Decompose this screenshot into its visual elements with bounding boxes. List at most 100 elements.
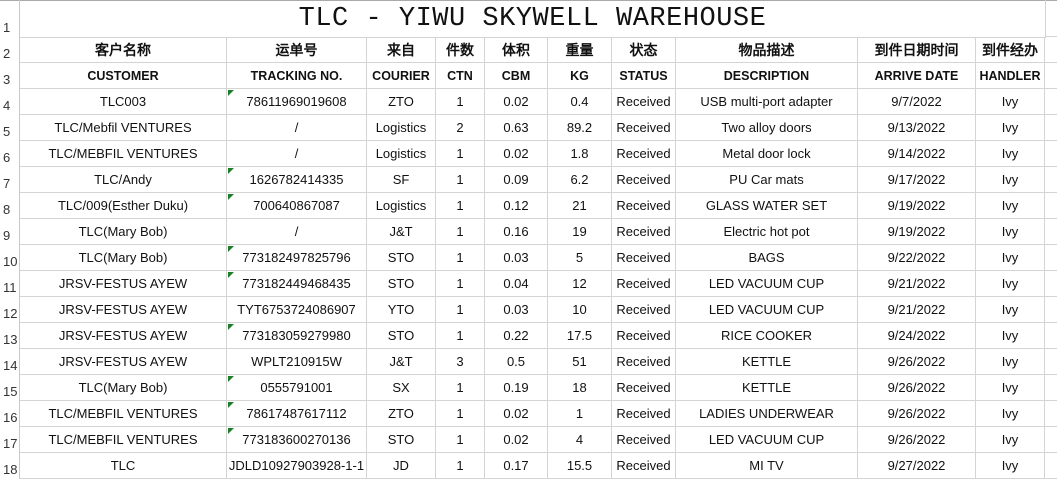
tracking-no-cell[interactable]: / [227,141,367,167]
courier-cell[interactable]: STO [367,323,436,349]
arrive-date-cell[interactable]: 9/13/2022 [858,115,976,141]
header-cn-cbm[interactable]: 体积 [485,37,548,63]
arrive-date-cell[interactable]: 9/26/2022 [858,375,976,401]
cbm-cell[interactable]: 0.12 [485,193,548,219]
courier-cell[interactable]: STO [367,427,436,453]
courier-cell[interactable]: JD [367,453,436,479]
ctn-cell[interactable]: 1 [436,401,485,427]
status-cell[interactable]: Received [612,89,676,115]
description-cell[interactable]: KETTLE [676,375,858,401]
kg-cell[interactable]: 51 [548,349,612,375]
customer-cell[interactable]: JRSV-FESTUS AYEW [20,323,227,349]
cbm-cell[interactable]: 0.02 [485,401,548,427]
handler-cell[interactable]: Ivy [976,401,1045,427]
handler-cell[interactable]: Ivy [976,193,1045,219]
cbm-cell[interactable]: 0.03 [485,245,548,271]
arrive-date-cell[interactable]: 9/27/2022 [858,453,976,479]
ctn-cell[interactable]: 1 [436,219,485,245]
ctn-cell[interactable]: 1 [436,271,485,297]
empty-cell[interactable] [1045,37,1057,63]
empty-cell[interactable] [1045,141,1057,167]
row-number-12[interactable]: 12 [0,297,20,323]
empty-cell[interactable] [1045,193,1057,219]
cbm-cell[interactable]: 0.02 [485,427,548,453]
empty-cell[interactable] [1045,245,1057,271]
kg-cell[interactable]: 5 [548,245,612,271]
courier-cell[interactable]: Logistics [367,115,436,141]
empty-cell[interactable] [1045,401,1057,427]
status-cell[interactable]: Received [612,453,676,479]
arrive-date-cell[interactable]: 9/22/2022 [858,245,976,271]
row-number-13[interactable]: 13 [0,323,20,349]
kg-cell[interactable]: 6.2 [548,167,612,193]
kg-cell[interactable]: 12 [548,271,612,297]
status-cell[interactable]: Received [612,245,676,271]
tracking-no-cell[interactable]: 78611969019608 [227,89,367,115]
handler-cell[interactable]: Ivy [976,89,1045,115]
handler-cell[interactable]: Ivy [976,271,1045,297]
customer-cell[interactable]: TLC [20,453,227,479]
header-cn-ctn[interactable]: 件数 [436,37,485,63]
customer-cell[interactable]: TLC/009(Esther Duku) [20,193,227,219]
customer-cell[interactable]: TLC/Andy [20,167,227,193]
tracking-no-cell[interactable]: TYT6753724086907 [227,297,367,323]
status-cell[interactable]: Received [612,115,676,141]
header-en-handler[interactable]: HANDLER [976,63,1045,89]
ctn-cell[interactable]: 1 [436,323,485,349]
customer-cell[interactable]: JRSV-FESTUS AYEW [20,297,227,323]
cbm-cell[interactable]: 0.09 [485,167,548,193]
header-en-kg[interactable]: KG [548,63,612,89]
tracking-no-cell[interactable]: 0555791001 [227,375,367,401]
customer-cell[interactable]: TLC(Mary Bob) [20,245,227,271]
cbm-cell[interactable]: 0.63 [485,115,548,141]
arrive-date-cell[interactable]: 9/24/2022 [858,323,976,349]
customer-cell[interactable]: TLC/MEBFIL VENTURES [20,141,227,167]
row-number-18[interactable]: 18 [0,453,20,479]
cbm-cell[interactable]: 0.16 [485,219,548,245]
arrive-date-cell[interactable]: 9/19/2022 [858,193,976,219]
courier-cell[interactable]: J&T [367,349,436,375]
arrive-date-cell[interactable]: 9/26/2022 [858,427,976,453]
tracking-no-cell[interactable]: 700640867087 [227,193,367,219]
kg-cell[interactable]: 4 [548,427,612,453]
courier-cell[interactable]: J&T [367,219,436,245]
arrive-date-cell[interactable]: 9/26/2022 [858,349,976,375]
ctn-cell[interactable]: 1 [436,453,485,479]
arrive-date-cell[interactable]: 9/17/2022 [858,167,976,193]
cbm-cell[interactable]: 0.19 [485,375,548,401]
description-cell[interactable]: KETTLE [676,349,858,375]
description-cell[interactable]: LADIES UNDERWEAR [676,401,858,427]
kg-cell[interactable]: 0.4 [548,89,612,115]
description-cell[interactable]: Metal door lock [676,141,858,167]
status-cell[interactable]: Received [612,401,676,427]
courier-cell[interactable]: STO [367,271,436,297]
row-number-2[interactable]: 2 [0,37,20,63]
row-number-8[interactable]: 8 [0,193,20,219]
handler-cell[interactable]: Ivy [976,297,1045,323]
description-cell[interactable]: LED VACUUM CUP [676,271,858,297]
tracking-no-cell[interactable]: 773183059279980 [227,323,367,349]
handler-cell[interactable]: Ivy [976,349,1045,375]
header-en-arrive-date[interactable]: ARRIVE DATE [858,63,976,89]
header-cn-kg[interactable]: 重量 [548,37,612,63]
empty-cell[interactable] [1045,167,1057,193]
ctn-cell[interactable]: 1 [436,167,485,193]
ctn-cell[interactable]: 1 [436,297,485,323]
kg-cell[interactable]: 1.8 [548,141,612,167]
cbm-cell[interactable]: 0.22 [485,323,548,349]
header-cn-tracking-no[interactable]: 运单号 [227,37,367,63]
tracking-no-cell[interactable]: WPLT210915W [227,349,367,375]
handler-cell[interactable]: Ivy [976,323,1045,349]
row-number-7[interactable]: 7 [0,167,20,193]
courier-cell[interactable]: YTO [367,297,436,323]
customer-cell[interactable]: TLC/MEBFIL VENTURES [20,401,227,427]
empty-cell[interactable] [1045,115,1057,141]
empty-cell[interactable] [1045,0,1057,37]
row-number-11[interactable]: 11 [0,271,20,297]
kg-cell[interactable]: 10 [548,297,612,323]
kg-cell[interactable]: 15.5 [548,453,612,479]
header-cn-arrive-date[interactable]: 到件日期时间 [858,37,976,63]
customer-cell[interactable]: JRSV-FESTUS AYEW [20,271,227,297]
cbm-cell[interactable]: 0.02 [485,89,548,115]
description-cell[interactable]: PU Car mats [676,167,858,193]
